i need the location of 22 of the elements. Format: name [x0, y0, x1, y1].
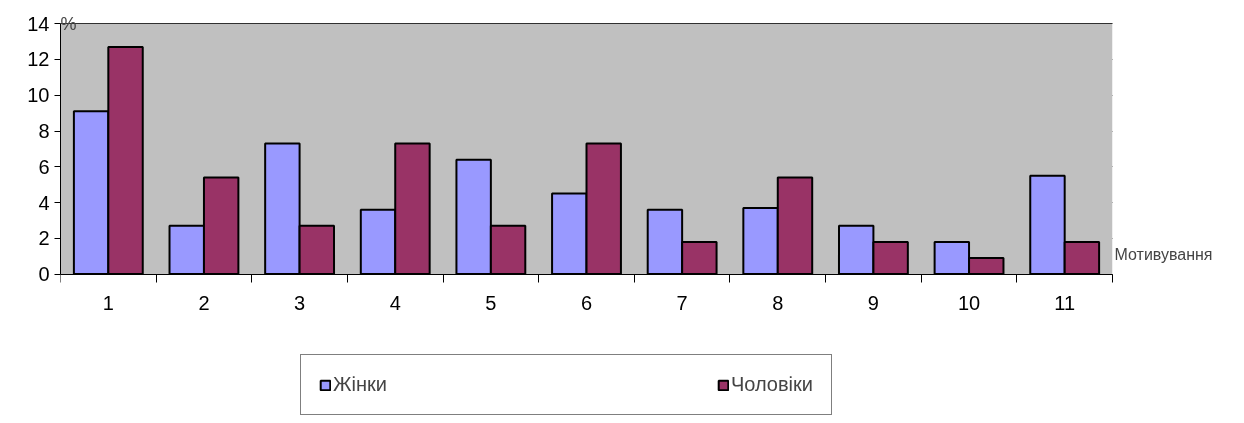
- x-tick-label: 7: [676, 292, 688, 315]
- x-tick-label: 2: [198, 292, 210, 315]
- x-tick-label: 5: [485, 292, 497, 315]
- legend-label: Жінки: [333, 373, 387, 396]
- x-tick-label: 9: [867, 292, 879, 315]
- y-tick-label: 14: [27, 12, 50, 35]
- x-tick-label: 3: [294, 292, 306, 315]
- legend-label: Чоловіки: [730, 373, 813, 396]
- y-tick-label: 0: [38, 263, 50, 286]
- x-tick-label: 4: [389, 292, 401, 315]
- x-tick-label: 1: [102, 292, 114, 315]
- y-tick-label: 4: [38, 191, 50, 214]
- y-tick-label: 8: [38, 120, 50, 143]
- x-axis-title: Мотивування: [1114, 245, 1213, 263]
- y-tick-label: 6: [38, 155, 50, 178]
- y-tick-label: 10: [27, 84, 50, 107]
- x-tick-label: 11: [1054, 292, 1076, 315]
- y-tick-label: 2: [38, 227, 50, 250]
- x-tick-label: 6: [580, 292, 593, 315]
- y-tick-label: 12: [27, 48, 50, 71]
- x-tick-label: 10: [957, 292, 981, 315]
- x-tick-label: 8: [772, 292, 784, 315]
